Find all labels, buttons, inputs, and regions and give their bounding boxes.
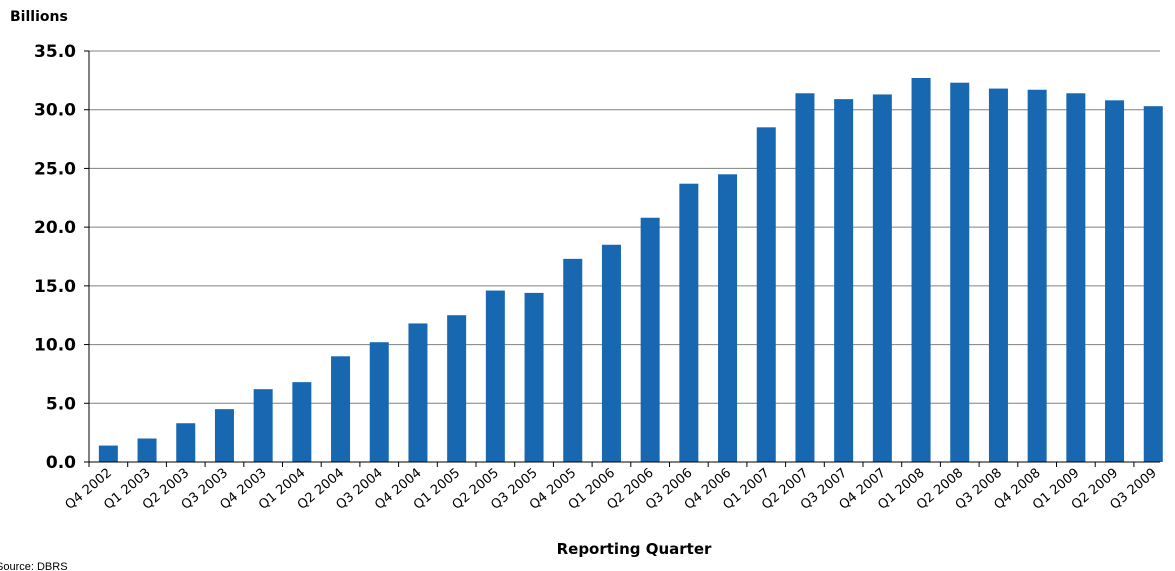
y-tick-label: 15.0 [34, 277, 76, 297]
bar [718, 174, 738, 463]
bar [331, 356, 351, 462]
y-tick-label: 5.0 [46, 394, 76, 414]
bar [640, 217, 660, 462]
bar [447, 315, 467, 462]
bar [756, 127, 776, 462]
bar [911, 78, 931, 462]
bar [408, 323, 428, 462]
bars [98, 78, 1163, 463]
y-tick-label: 30.0 [34, 101, 76, 121]
y-tick-label: 20.0 [34, 218, 76, 238]
y-tick-label: 25.0 [34, 159, 76, 179]
bar [1027, 89, 1047, 462]
bar [292, 382, 312, 462]
bar [679, 183, 699, 463]
bar [369, 342, 389, 462]
bar [563, 258, 583, 462]
bar [176, 423, 196, 462]
y-tick-label: 35.0 [34, 42, 76, 62]
bar [1066, 93, 1086, 462]
gridlines [89, 50, 1160, 404]
bar [950, 82, 970, 462]
bar [253, 389, 273, 462]
y-tick-label: 0.0 [46, 453, 76, 473]
y-axis-label: Billions [10, 9, 68, 25]
axes [84, 50, 1160, 467]
bar [988, 88, 1008, 462]
bar [137, 438, 157, 462]
bar [834, 99, 854, 462]
bar [601, 244, 621, 462]
bar [872, 94, 892, 462]
x-axis-label: Reporting Quarter [557, 540, 712, 558]
bar [214, 409, 234, 462]
y-tick-label: 10.0 [34, 336, 76, 356]
bar [1143, 106, 1163, 462]
y-tick-labels: 0.0 5.0 10.0 15.0 20.0 25.0 30.0 35.0 [34, 42, 76, 473]
bar [795, 93, 815, 462]
bar [1105, 100, 1125, 462]
bar [485, 290, 505, 462]
source-note: Source: DBRS [0, 561, 68, 571]
bar [524, 292, 544, 462]
bar [98, 445, 118, 462]
